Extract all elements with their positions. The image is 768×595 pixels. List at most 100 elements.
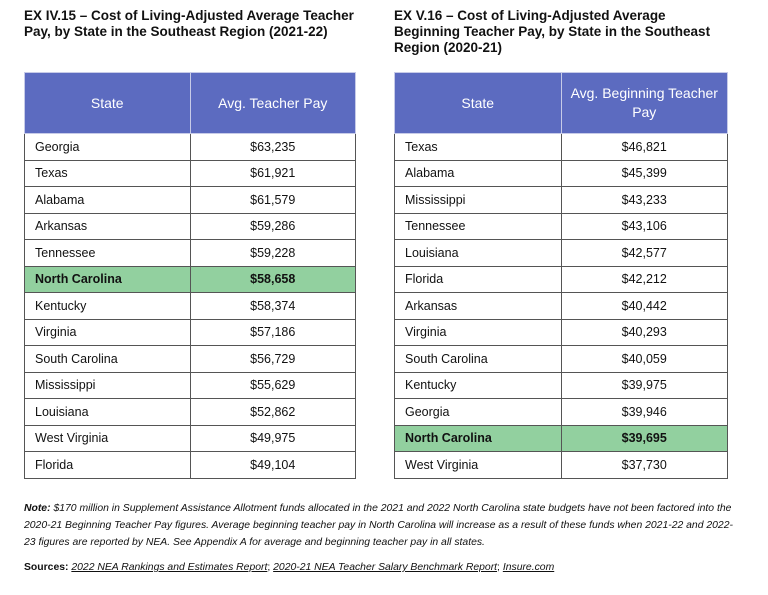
pay-cell: $58,658 [189,265,356,293]
table-row: Texas $61,921 [24,159,356,187]
table-row: North Carolina $39,695 [394,424,728,452]
pay-cell: $49,975 [189,424,356,452]
sources-paragraph: Sources: 2022 NEA Rankings and Estimates… [24,559,744,576]
left-table-body: Georgia $63,235 Texas $61,921 Alabama $61,579… [24,133,356,479]
table-row: Arkansas $59,286 [24,212,356,240]
column-header-state: State [394,72,562,134]
note-text: $170 million in Supplement Assistance Al… [24,503,733,548]
column-header-avg-teacher-pay: Avg. Teacher Pay [189,72,356,134]
pay-cell: $37,730 [560,451,728,479]
table-header-row: State Avg. Beginning Teacher Pay [394,72,728,134]
state-cell: Tennessee [24,239,191,267]
state-cell: Virginia [24,318,191,346]
column-header-avg-beginning-pay: Avg. Beginning Teacher Pay [560,72,728,134]
pay-cell: $59,228 [189,239,356,267]
state-cell: Arkansas [24,212,191,240]
table-row: Kentucky $39,975 [394,371,728,399]
pay-cell: $52,862 [189,398,356,426]
left-exhibit-title: EX IV.15 – Cost of Living-Adjusted Avera… [24,8,354,39]
pay-cell: $61,579 [189,186,356,214]
pay-cell: $58,374 [189,292,356,320]
pay-cell: $55,629 [189,371,356,399]
pay-cell: $45,399 [560,159,728,187]
pay-cell: $39,946 [560,398,728,426]
state-cell: Florida [394,265,562,293]
table-row: Mississippi $43,233 [394,186,728,214]
pay-cell: $49,104 [189,451,356,479]
state-cell: Texas [394,133,562,161]
state-cell: Louisiana [24,398,191,426]
pay-cell: $40,059 [560,345,728,373]
table-row: Florida $42,212 [394,265,728,293]
pay-cell: $57,186 [189,318,356,346]
table-row: Florida $49,104 [24,451,356,479]
pay-cell: $59,286 [189,212,356,240]
state-cell: West Virginia [24,424,191,452]
right-table-body: Texas $46,821 Alabama $45,399 Mississippi $43… [394,133,728,479]
table-row: Arkansas $40,442 [394,292,728,320]
pay-cell: $42,212 [560,265,728,293]
right-beginning-pay-table: State Avg. Beginning Teacher Pay Texas $4… [394,72,728,479]
note-paragraph: Note: $170 million in Supplement Assista… [24,500,744,551]
state-cell: South Carolina [394,345,562,373]
pay-cell: $46,821 [560,133,728,161]
pay-cell: $40,442 [560,292,728,320]
right-exhibit-title: EX V.16 – Cost of Living-Adjusted Averag… [394,8,711,55]
pay-cell: $63,235 [189,133,356,161]
table-row: Georgia $63,235 [24,133,356,161]
footnotes: Note: $170 million in Supplement Assista… [24,500,744,576]
table-row: Louisiana $42,577 [394,239,728,267]
table-header-row: State Avg. Teacher Pay [24,72,356,134]
table-row: Louisiana $52,862 [24,398,356,426]
state-cell: Arkansas [394,292,562,320]
table-row: Georgia $39,946 [394,398,728,426]
state-cell: West Virginia [394,451,562,479]
source-link-nea-salary-benchmark[interactable]: 2020-21 NEA Teacher Salary Benchmark Rep… [273,562,498,573]
pay-cell: $61,921 [189,159,356,187]
pay-cell: $43,106 [560,212,728,240]
table-row: Texas $46,821 [394,133,728,161]
table-row: Mississippi $55,629 [24,371,356,399]
table-row: South Carolina $56,729 [24,345,356,373]
table-row: West Virginia $37,730 [394,451,728,479]
state-cell: North Carolina [24,265,191,293]
pay-cell: $40,293 [560,318,728,346]
table-row: West Virginia $49,975 [24,424,356,452]
pay-cell: $39,695 [560,424,728,452]
state-cell: South Carolina [24,345,191,373]
right-exhibit: EX V.16 – Cost of Living-Adjusted Averag… [394,0,728,479]
state-cell: Mississippi [394,186,562,214]
column-header-state: State [24,72,191,134]
state-cell: Kentucky [24,292,191,320]
table-row: Virginia $40,293 [394,318,728,346]
pay-cell: $43,233 [560,186,728,214]
table-row: Tennessee $59,228 [24,239,356,267]
source-separator: ; [497,562,503,573]
state-cell: Georgia [24,133,191,161]
sources-label: Sources: [24,562,69,573]
table-row: South Carolina $40,059 [394,345,728,373]
table-row: Alabama $45,399 [394,159,728,187]
table-row: Tennessee $43,106 [394,212,728,240]
source-separator: ; [267,562,274,573]
state-cell: Alabama [394,159,562,187]
source-link-nea-rankings[interactable]: 2022 NEA Rankings and Estimates Report [71,562,268,573]
note-label: Note: [24,503,51,514]
source-link-insure[interactable]: Insure.com [502,562,555,573]
pay-cell: $56,729 [189,345,356,373]
table-row: North Carolina $58,658 [24,265,356,293]
table-row: Kentucky $58,374 [24,292,356,320]
table-row: Virginia $57,186 [24,318,356,346]
state-cell: North Carolina [394,424,562,452]
left-teacher-pay-table: State Avg. Teacher Pay Georgia $63,235 Tex… [24,72,356,479]
state-cell: Tennessee [394,212,562,240]
left-exhibit: EX IV.15 – Cost of Living-Adjusted Avera… [24,0,356,479]
state-cell: Alabama [24,186,191,214]
state-cell: Georgia [394,398,562,426]
pay-cell: $42,577 [560,239,728,267]
table-row: Alabama $61,579 [24,186,356,214]
state-cell: Texas [24,159,191,187]
state-cell: Florida [24,451,191,479]
pay-cell: $39,975 [560,371,728,399]
state-cell: Louisiana [394,239,562,267]
